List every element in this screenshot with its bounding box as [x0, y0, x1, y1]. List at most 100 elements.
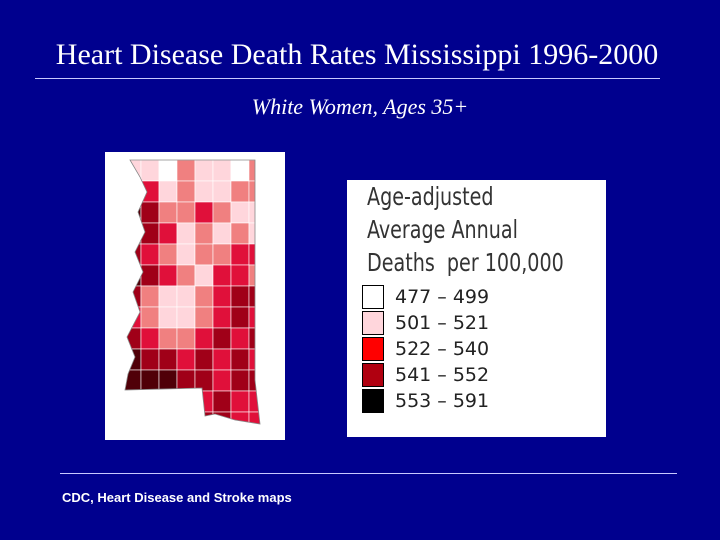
county	[140, 285, 160, 308]
county	[248, 160, 260, 182]
county	[158, 348, 178, 371]
county	[140, 243, 160, 266]
county	[230, 348, 250, 371]
county	[176, 160, 196, 182]
county	[158, 180, 178, 203]
county	[158, 411, 178, 424]
county	[125, 243, 142, 266]
county	[140, 390, 160, 413]
county	[158, 327, 178, 350]
county	[158, 201, 178, 224]
legend-title: Average Annual	[367, 215, 518, 244]
county	[248, 180, 260, 203]
county	[230, 222, 250, 245]
county	[176, 411, 196, 424]
county	[140, 369, 160, 392]
county	[125, 306, 142, 329]
county	[194, 285, 214, 308]
county	[212, 327, 232, 350]
county	[125, 264, 142, 287]
county	[194, 348, 214, 371]
county	[248, 243, 260, 266]
county	[158, 369, 178, 392]
county	[125, 348, 142, 371]
county	[248, 306, 260, 329]
county	[212, 243, 232, 266]
legend-label: 477 – 499	[395, 286, 490, 308]
county	[248, 348, 260, 371]
county	[176, 201, 196, 224]
footer-rule	[60, 473, 677, 474]
title-rule	[35, 78, 660, 79]
county	[140, 222, 160, 245]
county	[230, 327, 250, 350]
county	[158, 306, 178, 329]
map-panel	[105, 152, 285, 440]
county	[140, 264, 160, 287]
legend-swatch	[362, 311, 384, 335]
county	[158, 222, 178, 245]
county	[212, 411, 232, 424]
legend-swatch	[362, 363, 384, 387]
county	[212, 306, 232, 329]
legend-swatch	[362, 389, 384, 413]
county	[140, 348, 160, 371]
county	[248, 264, 260, 287]
county	[125, 222, 142, 245]
county	[194, 306, 214, 329]
map	[124, 159, 261, 425]
county	[194, 327, 214, 350]
county	[176, 243, 196, 266]
county	[158, 243, 178, 266]
county	[230, 243, 250, 266]
county	[248, 369, 260, 392]
legend-label: 522 – 540	[395, 338, 490, 360]
source: CDC, Heart Disease and Stroke maps	[62, 490, 292, 505]
county	[140, 160, 160, 182]
county	[140, 327, 160, 350]
county	[176, 285, 196, 308]
county	[125, 180, 142, 203]
county	[125, 285, 142, 308]
legend-title: Age-adjusted	[367, 182, 494, 211]
county	[125, 327, 142, 350]
subtitle: White Women, Ages 35+	[251, 94, 469, 119]
title: Heart Disease Death Rates Mississippi 19…	[55, 38, 659, 71]
county	[158, 160, 178, 182]
county	[194, 243, 214, 266]
county	[176, 180, 196, 203]
county	[194, 160, 214, 182]
county	[158, 264, 178, 287]
legend-label: 553 – 591	[395, 390, 490, 412]
county	[212, 222, 232, 245]
county	[140, 411, 160, 424]
county	[230, 160, 250, 182]
county	[194, 222, 214, 245]
county	[194, 201, 214, 224]
county	[212, 369, 232, 392]
county	[140, 306, 160, 329]
legend: Age-adjusted Average Annual Deaths per 100…	[347, 180, 606, 437]
county	[230, 369, 250, 392]
county	[212, 264, 232, 287]
county	[212, 160, 232, 182]
county	[125, 390, 142, 413]
county	[176, 306, 196, 329]
county	[176, 264, 196, 287]
county	[194, 180, 214, 203]
county	[230, 390, 250, 413]
county	[176, 348, 196, 371]
legend-swatch	[362, 285, 384, 309]
county	[248, 327, 260, 350]
legend-swatch	[362, 337, 384, 361]
county	[212, 390, 232, 413]
legend-label: 501 – 521	[395, 312, 490, 334]
county	[176, 390, 196, 413]
county	[212, 285, 232, 308]
county	[230, 411, 250, 424]
county	[158, 285, 178, 308]
county	[212, 348, 232, 371]
county	[176, 369, 196, 392]
county	[194, 264, 214, 287]
